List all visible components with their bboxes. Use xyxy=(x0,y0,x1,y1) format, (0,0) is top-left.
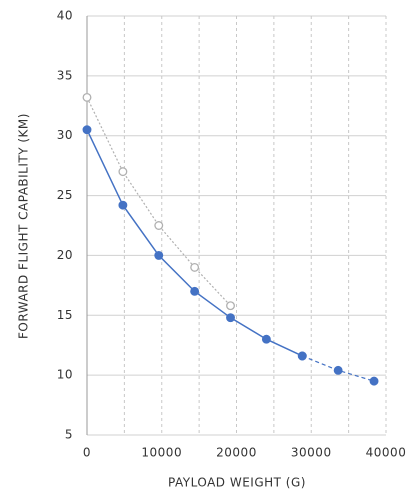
x-tick-label: 10000 xyxy=(141,446,182,460)
data-point xyxy=(369,376,379,386)
data-point xyxy=(226,313,235,323)
data-point xyxy=(226,301,235,311)
y-tick-label: 40 xyxy=(57,9,73,23)
y-tick-label: 15 xyxy=(57,308,73,322)
y-tick-label: 35 xyxy=(57,68,73,82)
x-axis-title: PAYLOAD WEIGHT (G) xyxy=(168,476,306,490)
data-point xyxy=(333,365,343,375)
y-tick-label: 10 xyxy=(57,368,73,382)
y-tick-label: 30 xyxy=(57,128,73,142)
data-point xyxy=(261,334,271,344)
data-point xyxy=(82,125,92,135)
data-point xyxy=(118,200,128,210)
x-tick-label: 0 xyxy=(83,446,91,460)
data-point xyxy=(190,286,200,296)
data-point xyxy=(190,262,200,272)
y-tick-label: 20 xyxy=(57,248,73,262)
y-tick-label: 25 xyxy=(57,188,73,202)
data-point xyxy=(82,92,92,102)
data-point xyxy=(154,221,164,230)
data-point xyxy=(154,250,164,260)
x-tick-label: 30000 xyxy=(291,446,332,460)
data-point xyxy=(118,167,128,177)
series-line xyxy=(86,97,231,307)
data-point xyxy=(297,351,307,361)
x-tick-label: 40000 xyxy=(366,446,407,460)
x-tick-label: 20000 xyxy=(216,446,257,460)
y-axis-title: FORWARD FLIGHT CAPABILITY (KM) xyxy=(17,113,31,339)
y-tick-label: 5 xyxy=(65,428,73,442)
